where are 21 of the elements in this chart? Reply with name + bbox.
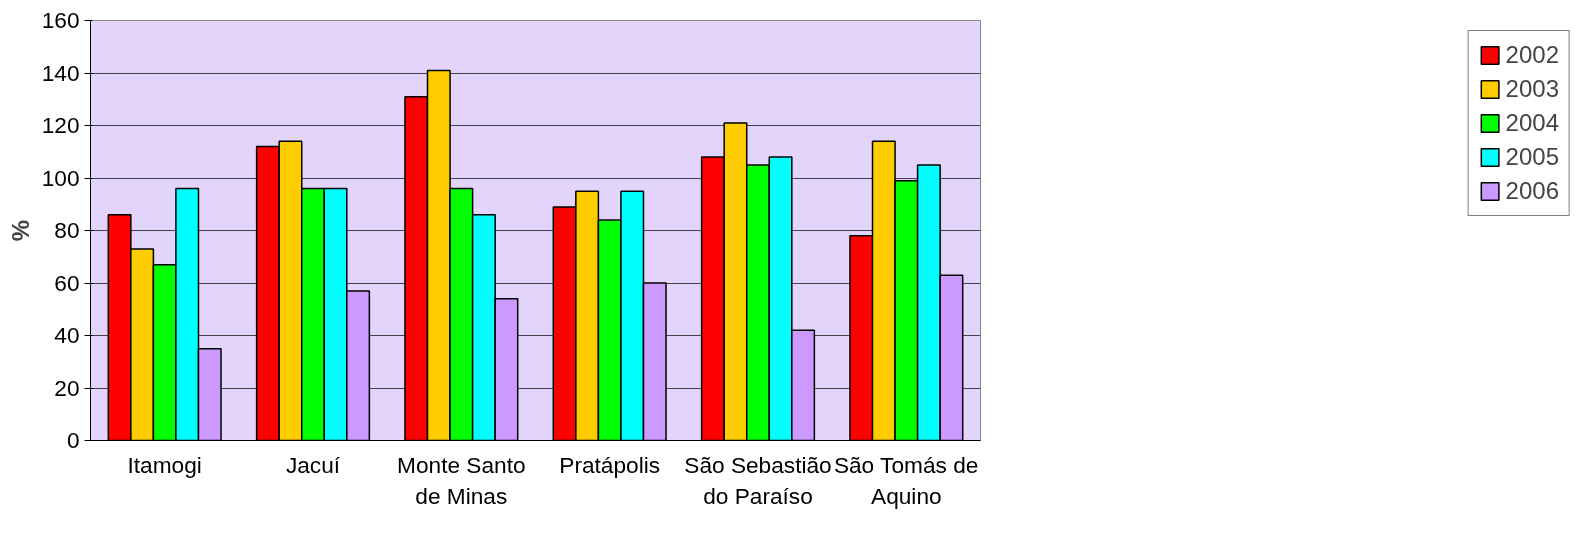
x-tick-label: Itamogi [127, 451, 202, 478]
y-tick-label: 20 [54, 374, 80, 401]
legend-label: 2004 [1505, 109, 1559, 137]
y-tick-label: 120 [41, 112, 80, 138]
x-tick-label: São Tomás de Aquino [833, 451, 979, 509]
y-axis-title: % [6, 219, 34, 242]
x-tick-label: Monte Santo de Minas [397, 451, 526, 509]
x-tick-label: Jacuí [285, 451, 341, 478]
y-tick-label: 80 [54, 217, 80, 243]
y-tick-label: 100 [41, 164, 80, 191]
legend-label: 2002 [1505, 41, 1559, 69]
y-tick-label: 60 [54, 269, 80, 296]
y-tick-label: 0 [66, 427, 80, 453]
x-tick-label: São Sebastião do Paraíso [684, 451, 832, 509]
y-tick-label: 140 [41, 59, 80, 86]
legend-label: 2003 [1505, 75, 1559, 103]
y-tick-label: 160 [41, 7, 80, 33]
y-tick-label: 40 [54, 322, 80, 348]
legend-label: 2005 [1505, 143, 1559, 171]
legend-label: 2006 [1505, 177, 1559, 205]
x-tick-label: Pratápolis [559, 451, 661, 478]
